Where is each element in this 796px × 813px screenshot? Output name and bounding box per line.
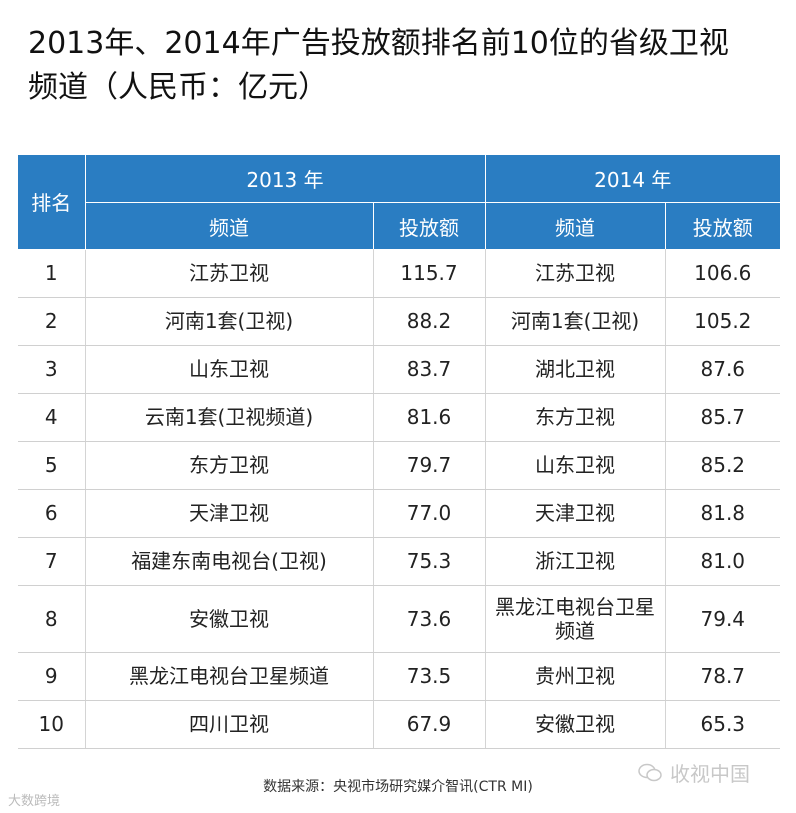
channel-2013-cell: 四川卫视: [85, 700, 374, 749]
amount-2014-cell: 85.2: [665, 441, 781, 490]
channel-2013-header: 频道: [84, 202, 374, 249]
amount-2013-cell: 73.5: [373, 652, 486, 701]
rank-header: 排名: [18, 155, 86, 250]
table-subheader-row: 频道 投放额 频道 投放额: [18, 202, 781, 249]
amount-2014-cell: 85.7: [665, 393, 781, 442]
channel-2013-cell: 福建东南电视台(卫视): [85, 537, 374, 586]
page-title: 2013年、2014年广告投放额排名前10位的省级卫视 频道（人民币：亿元）: [28, 22, 778, 110]
channel-2014-cell: 东方卫视: [485, 393, 666, 442]
table-row: 3 山东卫视 83.7 湖北卫视 87.6: [18, 345, 781, 394]
rank-cell: 9: [18, 652, 86, 701]
amount-2014-cell: 65.3: [665, 700, 781, 749]
amount-2013-header: 投放额: [372, 202, 486, 249]
data-source-note: 数据来源：央视市场研究媒介智讯(CTR MI): [263, 779, 533, 795]
channel-2013-cell: 云南1套(卫视频道): [85, 393, 374, 442]
table-row: 8 安徽卫视 73.6 黑龙江电视台卫星频道 79.4: [18, 585, 781, 653]
channel-2014-cell: 江苏卫视: [485, 249, 666, 298]
amount-2014-cell: 79.4: [665, 585, 781, 653]
amount-2013-cell: 77.0: [373, 489, 486, 538]
channel-2014-header: 频道: [484, 202, 666, 249]
rank-cell: 10: [18, 700, 86, 749]
amount-2013-cell: 73.6: [373, 585, 486, 653]
channel-2013-cell: 江苏卫视: [85, 249, 374, 298]
table-header-row: 排名 2013 年 2014 年: [18, 155, 781, 250]
amount-2013-cell: 81.6: [373, 393, 486, 442]
amount-2014-cell: 105.2: [665, 297, 781, 346]
rank-cell: 3: [18, 345, 86, 394]
title-line-2: 频道（人民币：亿元）: [28, 70, 328, 105]
amount-2014-cell: 81.8: [665, 489, 781, 538]
amount-2014-cell: 81.0: [665, 537, 781, 586]
ranking-table: 排名 2013 年 2014 年 频道 投放额 频道 投放额 1 江苏卫视 115.…: [18, 155, 781, 749]
table-row: 2 河南1套(卫视) 88.2 河南1套(卫视) 105.2: [18, 297, 781, 346]
table-row: 6 天津卫视 77.0 天津卫视 81.8: [18, 489, 781, 538]
rank-cell: 6: [18, 489, 86, 538]
channel-2014-cell: 贵州卫视: [485, 652, 666, 701]
channel-2014-cell: 浙江卫视: [485, 537, 666, 586]
wechat-icon: [638, 763, 662, 781]
channel-2013-cell: 黑龙江电视台卫星频道: [85, 652, 374, 701]
year-2014-header: 2014 年: [484, 155, 781, 203]
table-row: 5 东方卫视 79.7 山东卫视 85.2: [18, 441, 781, 490]
watermark-right: 收视中国: [638, 758, 750, 787]
channel-2014-cell: 河南1套(卫视): [485, 297, 666, 346]
channel-2013-cell: 东方卫视: [85, 441, 374, 490]
amount-2013-cell: 67.9: [373, 700, 486, 749]
channel-2013-cell: 安徽卫视: [85, 585, 374, 653]
channel-2014-cell: 湖北卫视: [485, 345, 666, 394]
amount-2013-cell: 79.7: [373, 441, 486, 490]
channel-2014-cell: 安徽卫视: [485, 700, 666, 749]
channel-2013-cell: 山东卫视: [85, 345, 374, 394]
table-row: 1 江苏卫视 115.7 江苏卫视 106.6: [18, 249, 781, 298]
amount-2014-cell: 78.7: [665, 652, 781, 701]
channel-2014-cell: 天津卫视: [485, 489, 666, 538]
channel-2013-cell: 河南1套(卫视): [85, 297, 374, 346]
table-row: 7 福建东南电视台(卫视) 75.3 浙江卫视 81.0: [18, 537, 781, 586]
rank-cell: 4: [18, 393, 86, 442]
year-2013-header: 2013 年: [84, 155, 486, 203]
rank-cell: 2: [18, 297, 86, 346]
watermark-left: 大数跨境: [8, 794, 61, 809]
rank-cell: 1: [18, 249, 86, 298]
rank-cell: 7: [18, 537, 86, 586]
table-row: 4 云南1套(卫视频道) 81.6 东方卫视 85.7: [18, 393, 781, 442]
amount-2013-cell: 88.2: [373, 297, 486, 346]
rank-cell: 8: [18, 585, 86, 653]
amount-2013-cell: 115.7: [373, 249, 486, 298]
amount-2014-header: 投放额: [664, 202, 781, 249]
rank-cell: 5: [18, 441, 86, 490]
channel-2014-cell: 山东卫视: [485, 441, 666, 490]
amount-2013-cell: 75.3: [373, 537, 486, 586]
table-row: 9 黑龙江电视台卫星频道 73.5 贵州卫视 78.7: [18, 652, 781, 701]
amount-2014-cell: 106.6: [665, 249, 781, 298]
watermark-right-text: 收视中国: [670, 762, 750, 786]
amount-2013-cell: 83.7: [373, 345, 486, 394]
title-line-1: 2013年、2014年广告投放额排名前10位的省级卫视: [28, 26, 729, 61]
channel-2013-cell: 天津卫视: [85, 489, 374, 538]
amount-2014-cell: 87.6: [665, 345, 781, 394]
channel-2014-cell: 黑龙江电视台卫星频道: [485, 585, 666, 653]
table-row: 10 四川卫视 67.9 安徽卫视 65.3: [18, 700, 781, 749]
